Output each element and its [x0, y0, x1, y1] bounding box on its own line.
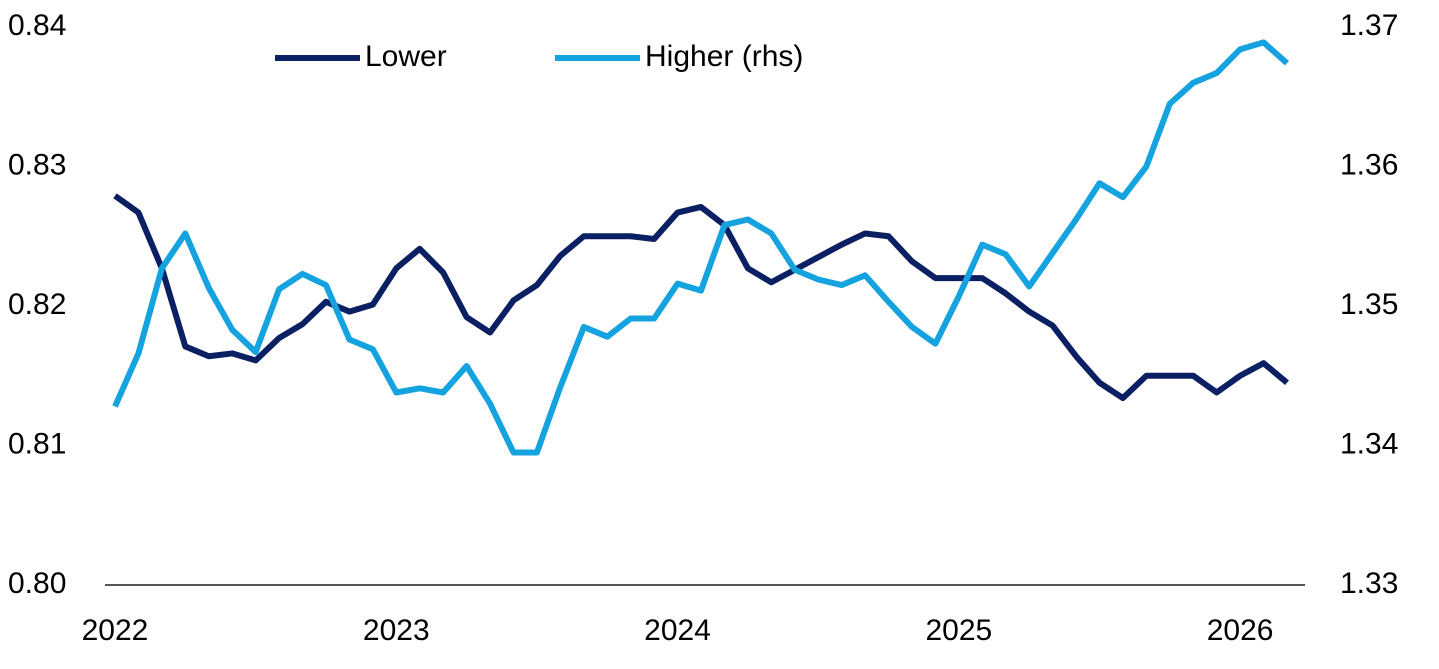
x-tick-label: 2023	[363, 614, 430, 647]
legend-label: Higher (rhs)	[645, 40, 803, 73]
y2-tick-label: 1.35	[1340, 288, 1398, 321]
legend-label: Lower	[365, 40, 447, 73]
y2-tick-label: 1.33	[1340, 567, 1398, 600]
x-tick-label: 2024	[644, 614, 711, 647]
x-tick-label: 2025	[925, 614, 992, 647]
line-series	[112, 39, 1289, 456]
y-tick-label: 0.83	[8, 148, 66, 181]
x-tick-label: 2022	[82, 614, 149, 647]
y2-tick-label: 1.36	[1340, 148, 1398, 181]
y-tick-label: 0.82	[8, 288, 66, 321]
x-tick-label: 2026	[1207, 614, 1274, 647]
line-series	[113, 193, 1289, 402]
y-tick-label: 0.81	[8, 427, 66, 460]
y2-tick-label: 1.34	[1340, 427, 1398, 460]
y2-tick-label: 1.37	[1340, 9, 1398, 42]
y-tick-label: 0.84	[8, 9, 66, 42]
y-tick-label: 0.80	[8, 567, 66, 600]
